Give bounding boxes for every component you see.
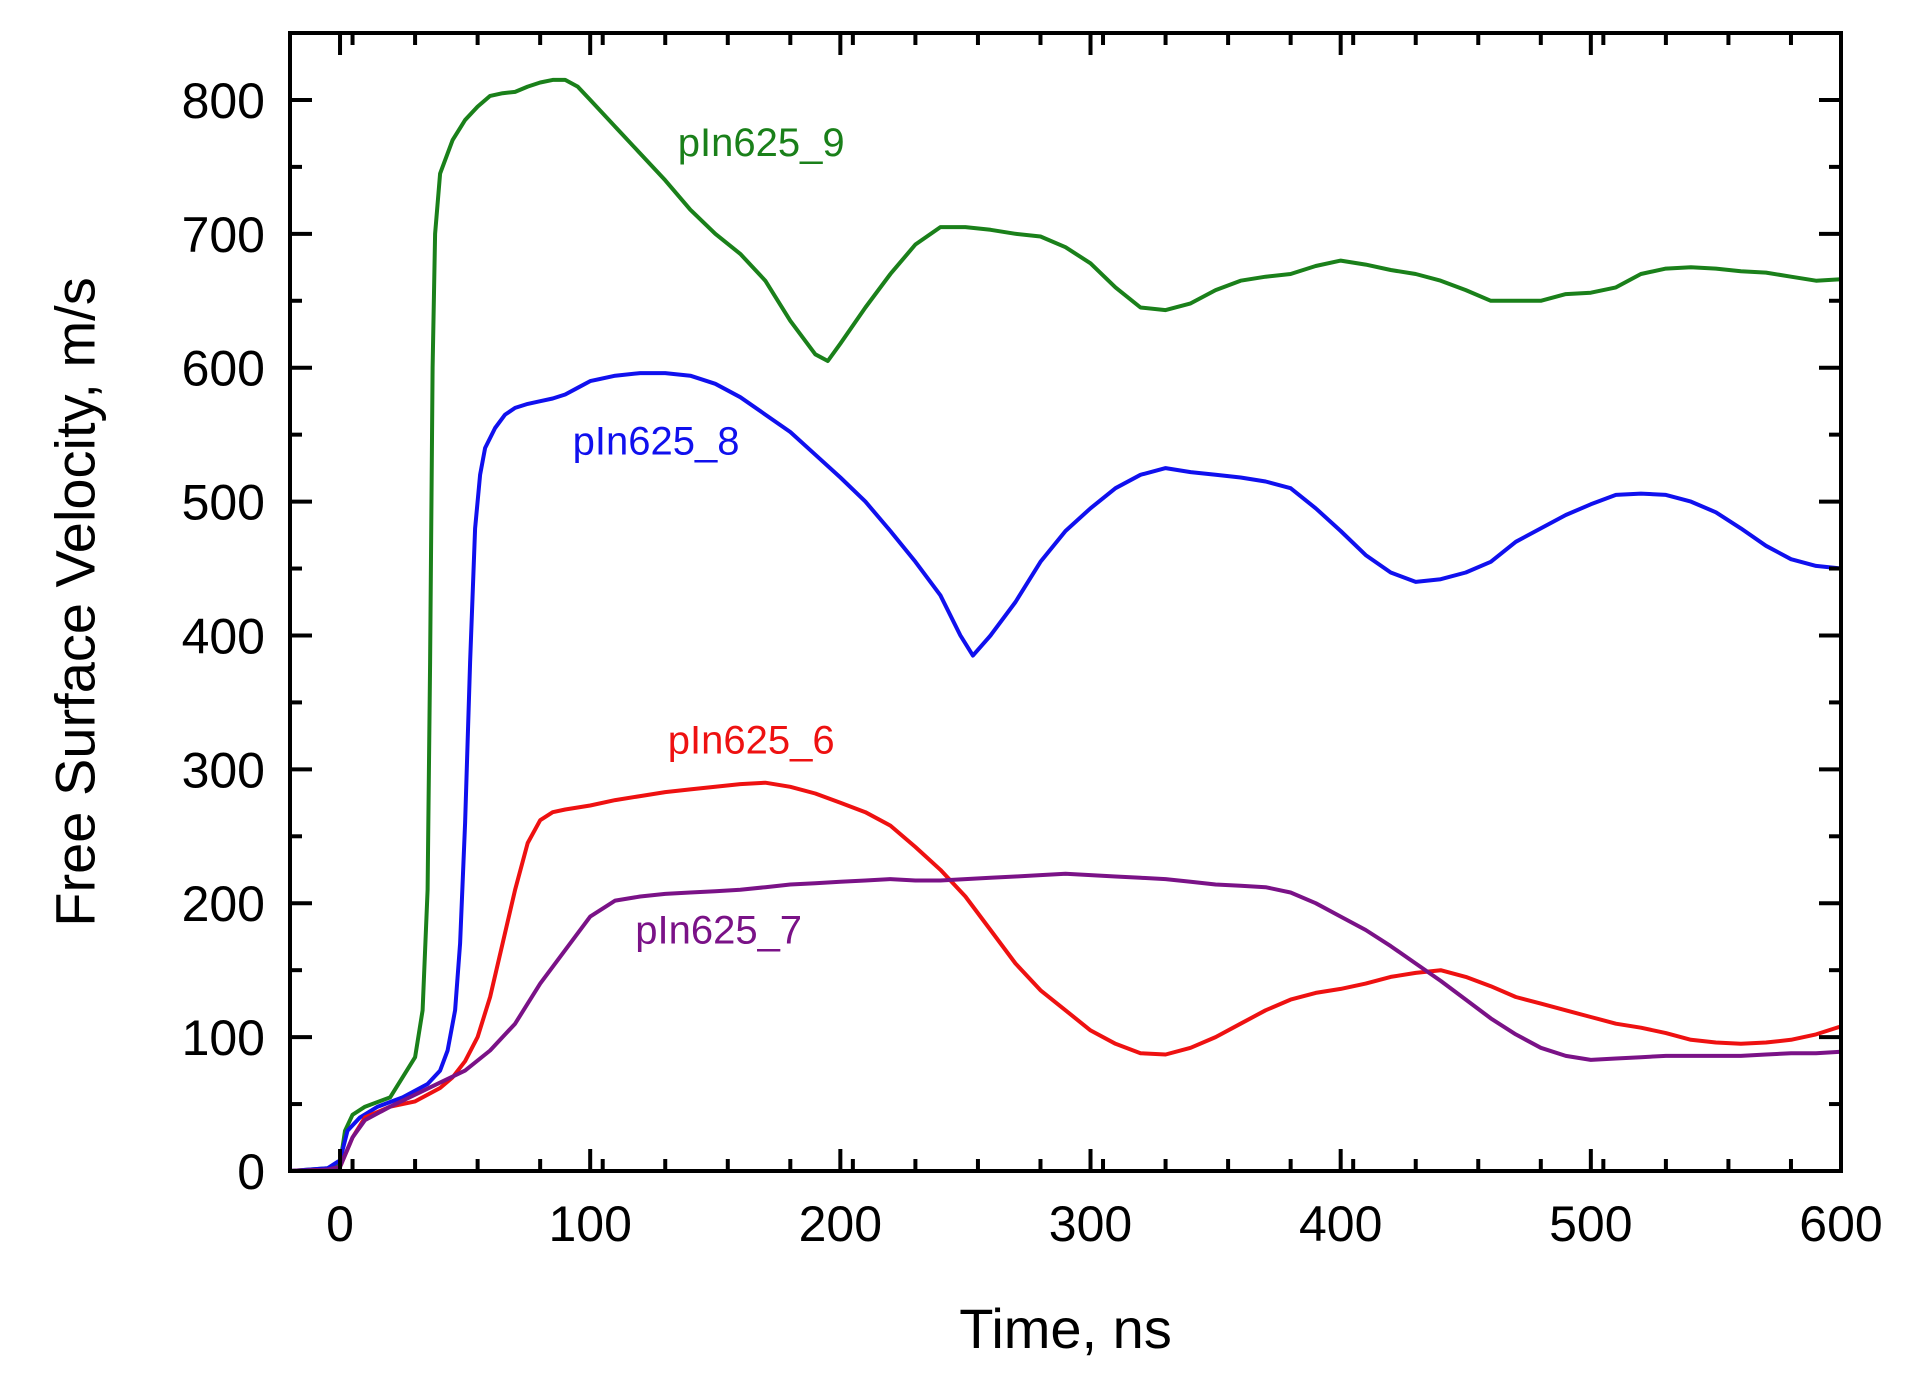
x-tick-label: 300 xyxy=(1049,1196,1132,1252)
series-line-pin625-8 xyxy=(289,371,1842,1173)
series-label-pin625-6: pIn625_6 xyxy=(668,718,835,762)
axis-ticks xyxy=(288,31,1843,1173)
y-tick-label: 200 xyxy=(182,876,265,932)
plot-frame xyxy=(288,31,1843,1173)
x-axis-title: Time, ns xyxy=(959,1297,1172,1360)
y-tick-label: 600 xyxy=(182,341,265,397)
tick-labels: 0 100 200 300 400 500 600 0 100 200 300 400 500 600 70… xyxy=(182,73,1883,1252)
series-line-pin625-6 xyxy=(289,780,1842,1173)
x-tick-label: 500 xyxy=(1549,1196,1632,1252)
x-tick-label: 400 xyxy=(1299,1196,1382,1252)
y-tick-label: 300 xyxy=(182,742,265,798)
series-label-pin625-8: pIn625_8 xyxy=(573,420,740,464)
series-label-pin625-9: pIn625_9 xyxy=(678,121,845,165)
series-labels: pIn625_9 pIn625_8 pIn625_6 pIn625_7 xyxy=(573,121,845,952)
series-line-pin625-7 xyxy=(289,871,1842,1173)
y-tick-label: 700 xyxy=(182,207,265,263)
series-label-pin625-7: pIn625_7 xyxy=(635,908,802,952)
y-axis-title: Free Surface Velocity, m/s xyxy=(44,277,107,926)
x-tick-label: 600 xyxy=(1799,1196,1882,1252)
x-tick-label: 200 xyxy=(799,1196,882,1252)
series-line-pin625-9 xyxy=(289,77,1842,1173)
y-tick-label: 0 xyxy=(237,1144,265,1200)
y-tick-label: 100 xyxy=(182,1010,265,1066)
y-tick-label: 400 xyxy=(182,608,265,664)
x-tick-label: 100 xyxy=(548,1196,631,1252)
plot-lines xyxy=(289,77,1842,1173)
x-tick-label: 0 xyxy=(326,1196,354,1252)
y-tick-label: 800 xyxy=(182,73,265,129)
y-tick-label: 500 xyxy=(182,475,265,531)
